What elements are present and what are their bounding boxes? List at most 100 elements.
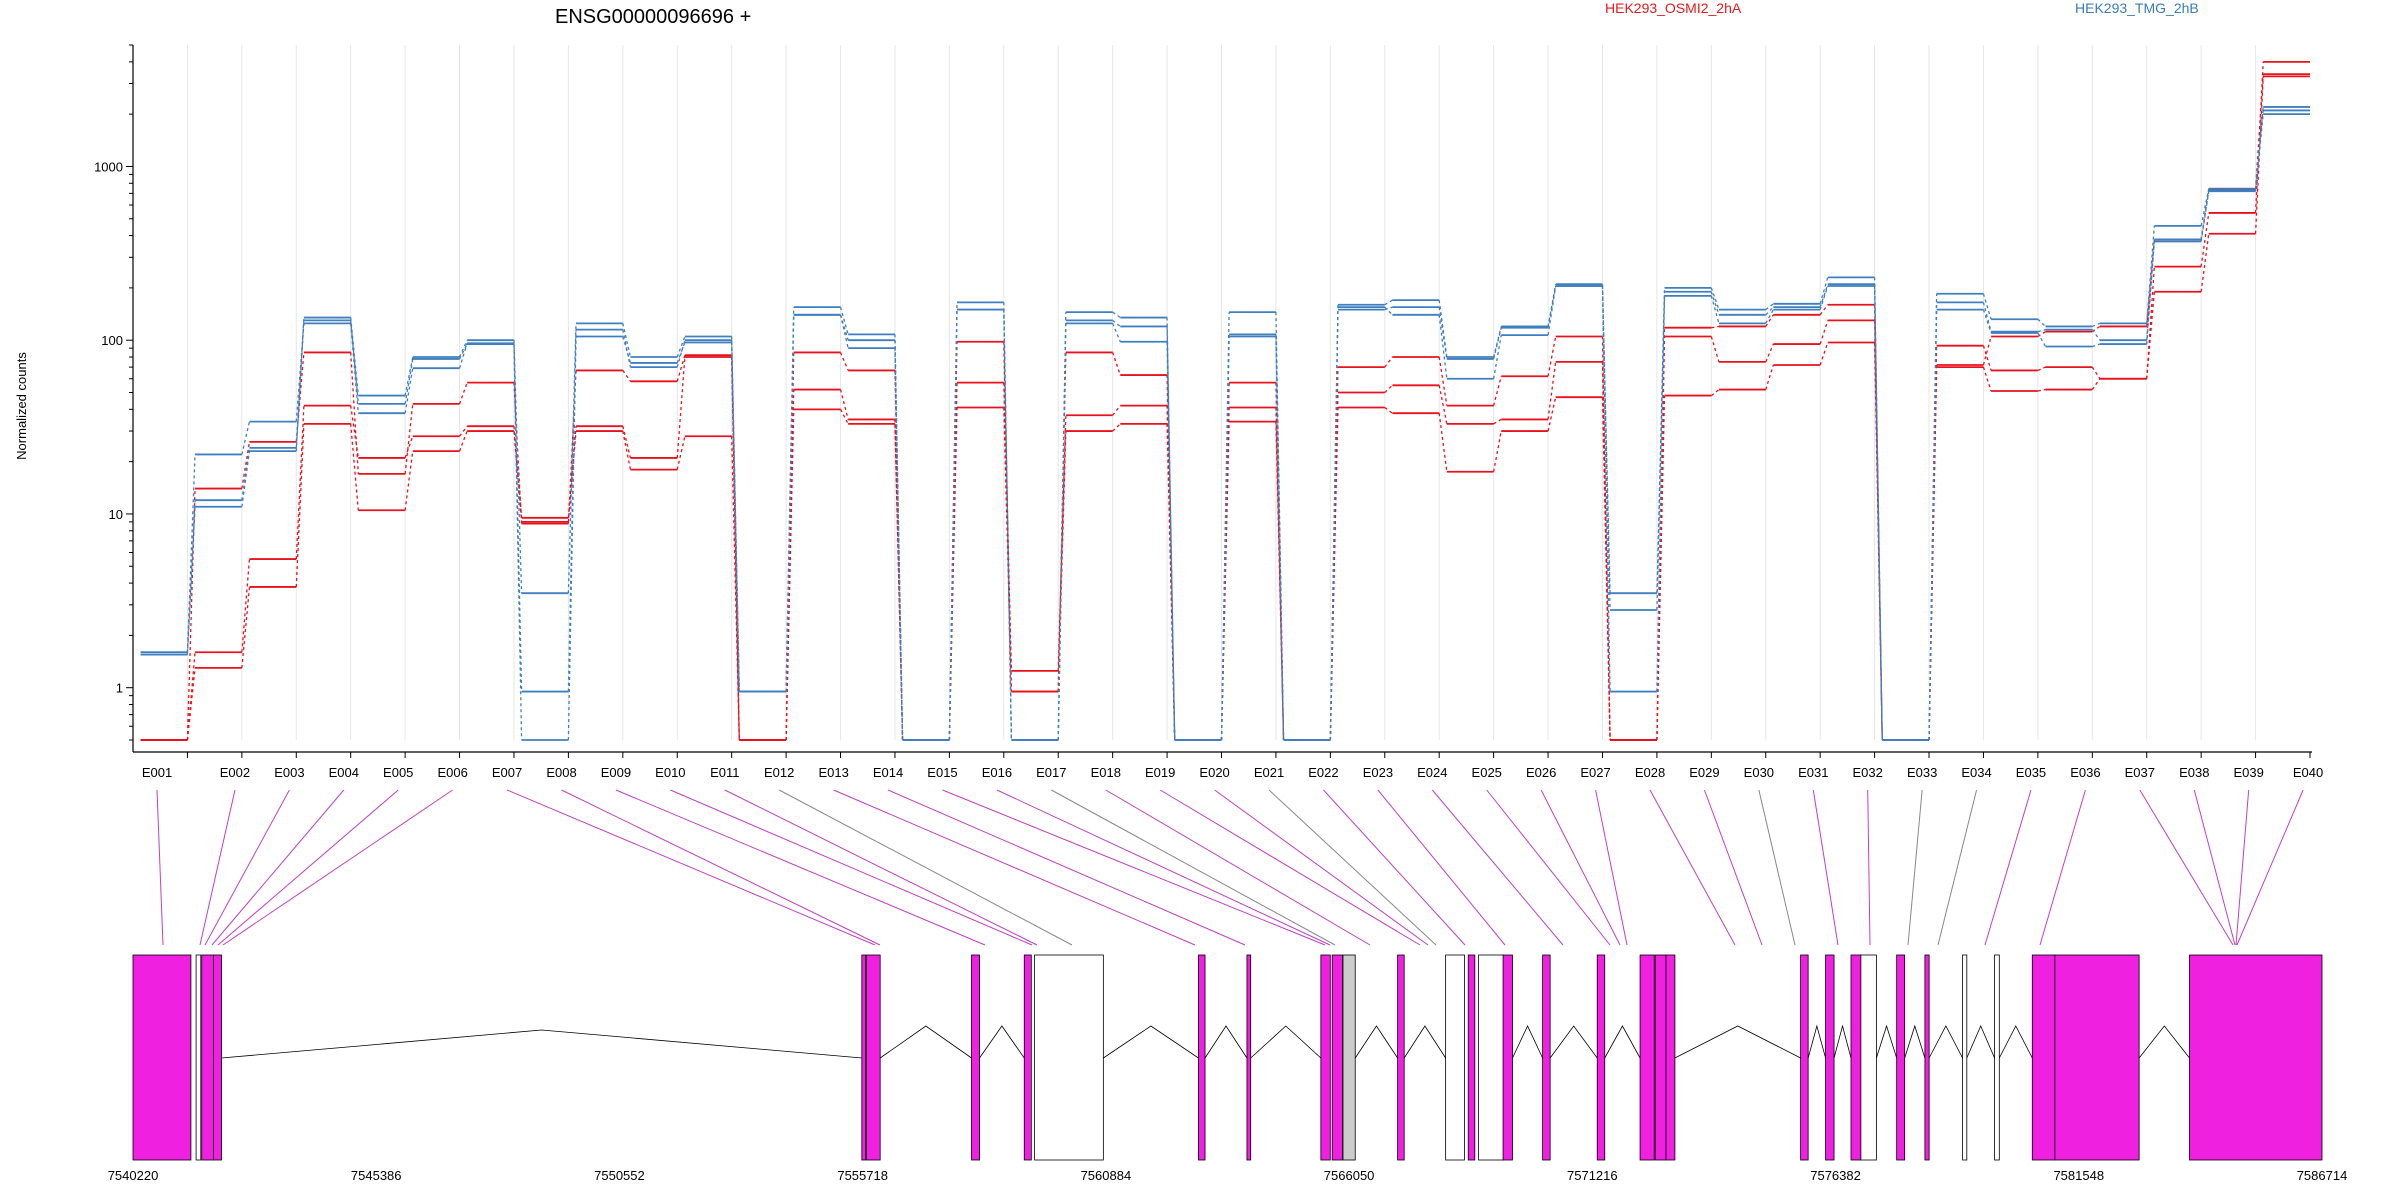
y-tick-label: 1000 <box>94 159 123 174</box>
exon-block <box>1665 954 1676 1161</box>
intron-line <box>1876 1024 1898 1059</box>
intron-line <box>1807 1024 1826 1059</box>
series-transition <box>2091 378 2101 390</box>
series-transition <box>1819 342 1829 366</box>
x-tick-label: E001 <box>142 765 172 780</box>
series-transition <box>1765 309 1774 324</box>
intron-line <box>1833 1024 1852 1059</box>
series-transition <box>1329 307 1339 741</box>
series-transition <box>458 343 468 360</box>
exon-connector <box>1486 789 1611 946</box>
x-tick-label: E032 <box>1853 765 1883 780</box>
exon-connector <box>1758 789 1796 946</box>
series-transition <box>1112 311 1121 319</box>
series-transition <box>1765 343 1774 363</box>
x-tick-label: E038 <box>2179 765 2209 780</box>
series-transition <box>1982 293 1992 320</box>
series-transition <box>1601 286 1611 692</box>
series-transition <box>404 356 414 396</box>
exon-connector <box>506 789 876 946</box>
series-transition <box>1547 336 1557 377</box>
exon-block <box>1342 954 1356 1161</box>
vertical-gridlines <box>186 45 2257 740</box>
series-transition <box>458 382 468 405</box>
x-tick-label: E026 <box>1526 765 1556 780</box>
x-tick-label: E009 <box>601 765 631 780</box>
exon-connector <box>615 789 986 946</box>
exon-connector <box>1937 789 1978 946</box>
x-tick-label: E037 <box>2125 765 2155 780</box>
y-tick-label: 10 <box>109 507 123 522</box>
gene-model-track <box>132 954 2323 1161</box>
exon-block <box>1850 954 1862 1161</box>
series-transition <box>1656 327 1666 741</box>
series-transition <box>1710 291 1720 316</box>
series-transition <box>1710 389 1720 397</box>
series-transition <box>1765 306 1774 316</box>
exon-block <box>1331 954 1343 1161</box>
series-transition <box>1656 295 1666 692</box>
series-transition <box>186 506 196 655</box>
series-transition <box>2037 388 2046 392</box>
x-tick-label: E025 <box>1472 765 1502 780</box>
x-tick-label: E002 <box>220 765 250 780</box>
intron-line <box>1604 1025 1641 1059</box>
series-blue <box>140 106 2310 741</box>
exon-connector <box>222 789 453 946</box>
series-transition <box>622 370 631 382</box>
exon-block <box>971 954 980 1161</box>
exon-connector <box>1051 789 1336 946</box>
intron-line <box>1998 1025 2033 1059</box>
exon-connector <box>1323 789 1466 946</box>
series-transition <box>458 343 468 369</box>
coordinate-tick-label: 7566050 <box>1324 1168 1375 1183</box>
series-red <box>140 75 2310 741</box>
y-axis-label: Normalized counts <box>14 352 29 460</box>
series-transition <box>1982 302 1992 332</box>
exon-connector <box>1159 789 1421 946</box>
series-transition <box>1710 287 1720 310</box>
exon-block <box>201 954 214 1161</box>
exon-connector <box>1377 789 1506 946</box>
series-transition <box>839 352 849 371</box>
coordinate-tick-label: 7586714 <box>2297 1168 2348 1183</box>
intron-line <box>1674 1025 1801 1059</box>
exon-connector <box>2039 789 2086 946</box>
exon-block <box>1034 954 1104 1161</box>
exon-connector <box>156 789 164 946</box>
series-transition <box>1710 336 1720 363</box>
exon-block <box>1320 954 1331 1161</box>
y-axis: 1 10 100 1000 <box>94 44 134 752</box>
series-transition <box>1656 291 1666 611</box>
exon-connector <box>561 789 881 946</box>
series-transition <box>1220 336 1230 741</box>
x-tick-label: E018 <box>1091 765 1121 780</box>
series-transition <box>1275 334 1285 741</box>
series-transition <box>1547 285 1557 336</box>
series-transition <box>350 352 359 474</box>
intron-line <box>979 1025 1025 1059</box>
exon-block <box>195 954 202 1161</box>
x-tick-label: E040 <box>2293 765 2323 780</box>
exon-connector <box>1867 789 1871 946</box>
series-transition <box>622 426 632 459</box>
series-transition <box>404 368 414 414</box>
series-transition <box>839 314 849 341</box>
coordinate-tick-label: 7545386 <box>351 1168 402 1183</box>
series-transition <box>2037 329 2046 333</box>
series-transition <box>1982 366 1992 392</box>
exon-block <box>2054 954 2140 1161</box>
x-tick-label: E003 <box>274 765 304 780</box>
series-transition <box>2092 343 2101 348</box>
series-transition <box>1492 430 1502 472</box>
series-transition <box>731 342 740 692</box>
intron-line <box>1354 1025 1398 1059</box>
series-transition <box>676 340 686 368</box>
series-transition <box>1384 299 1393 306</box>
series-transition <box>2146 225 2155 324</box>
series-transition <box>350 423 359 511</box>
series-transition <box>948 382 958 741</box>
exon-block <box>1445 954 1465 1161</box>
exon-block <box>1860 954 1877 1161</box>
